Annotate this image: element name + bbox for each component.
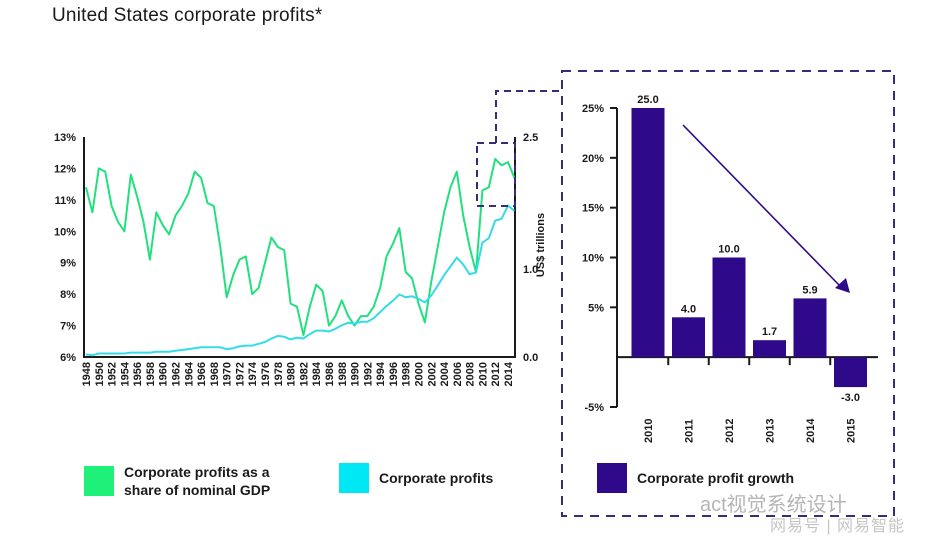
x-tick-label: 1994 (375, 361, 387, 386)
x-tick-label: 1958 (145, 362, 157, 386)
x-tick-label: 1966 (196, 362, 208, 386)
right-y-axis-title: US$ trillions (535, 213, 547, 277)
legend-swatch-growth (597, 463, 627, 493)
left-y-tick-label: 13% (54, 132, 76, 144)
series-line-gdp-share (85, 158, 516, 336)
x-tick-label: 1998 (401, 362, 413, 386)
watermark-subtext: 网易号 | 网易智能 (770, 518, 906, 535)
left-y-tick-label: 9% (60, 258, 76, 270)
x-tick-label: 1980 (286, 362, 298, 386)
bar-value-label: 4.0 (681, 303, 696, 315)
bar-2013 (753, 340, 786, 358)
x-tick-label: 2002 (426, 362, 438, 386)
x-tick-label: 2012 (490, 362, 502, 386)
legend-swatch-gdp-share (84, 466, 114, 496)
bar-y-tick-label: 20% (582, 153, 604, 165)
bar-value-label: -3.0 (841, 392, 860, 404)
bar-y-tick-label: -5% (584, 402, 604, 414)
right-y-tick-label: 0.0 (523, 352, 538, 364)
legend-item-profits: Corporate profits (339, 463, 493, 493)
legend-item-growth: Corporate profit growth (597, 463, 794, 493)
x-tick-label: 1992 (362, 362, 374, 386)
bar-2012 (712, 257, 746, 358)
left-y-tick-label: 7% (60, 321, 76, 333)
highlight-connector (495, 90, 562, 143)
left-y-tick-label: 10% (54, 226, 76, 238)
bar-category-label: 2011 (684, 419, 696, 443)
right-y-tick-label: 1.0 (523, 264, 538, 276)
x-tick-label: 1976 (260, 362, 272, 386)
x-tick-label: 1962 (171, 362, 183, 386)
trend-arrow-line (682, 124, 841, 287)
x-tick-label: 1974 (247, 361, 259, 386)
legend-swatch-profits (339, 463, 369, 493)
x-tick-label: 1970 (222, 362, 234, 386)
x-tick-label: 2010 (477, 362, 489, 386)
x-tick-label: 2008 (465, 362, 477, 386)
x-tick-label: 1978 (273, 362, 285, 386)
bar-value-label: 10.0 (718, 244, 739, 256)
left-y-tick-label: 11% (55, 195, 77, 207)
bar-2011 (672, 317, 705, 358)
bar-category-label: 2014 (805, 418, 817, 443)
bar-category-label: 2010 (643, 419, 655, 443)
left-y-tick-label: 12% (54, 163, 76, 175)
highlight-box-large (561, 70, 895, 517)
x-tick-label: 1964 (183, 361, 195, 386)
bar-value-label: 5.9 (802, 284, 817, 296)
bar-2010 (631, 108, 665, 358)
bar-value-label: 1.7 (762, 326, 777, 338)
x-tick-label: 1986 (324, 362, 336, 386)
bar-category-label: 2012 (724, 419, 736, 443)
series-line-profits (85, 204, 516, 357)
x-tick-label: 1968 (209, 362, 221, 386)
x-tick-label: 2014 (503, 361, 515, 386)
bar-2014 (793, 298, 827, 358)
left-y-tick-label: 6% (60, 352, 76, 364)
x-tick-label: 1984 (311, 361, 323, 386)
x-tick-label: 2006 (452, 362, 464, 386)
x-tick-label: 1996 (388, 362, 400, 386)
bar-value-label: 25.0 (637, 94, 658, 106)
x-tick-label: 2004 (439, 361, 451, 386)
x-tick-label: 1948 (81, 362, 93, 386)
bar-y-tick-label: 10% (582, 253, 604, 265)
x-tick-label: 2000 (413, 362, 425, 386)
legend-label-gdp-share-line2: share of nominal GDP (124, 482, 271, 498)
x-tick-label: 1952 (107, 362, 119, 386)
bar-category-label: 2015 (846, 419, 858, 443)
x-tick-label: 1988 (337, 362, 349, 386)
legend-label-growth: Corporate profit growth (637, 470, 795, 486)
x-tick-label: 1950 (94, 362, 106, 386)
bar-2015 (834, 357, 867, 388)
bar-y-tick-label: 5% (588, 302, 604, 314)
x-tick-label: 1972 (234, 362, 246, 386)
legend-label-profits: Corporate profits (379, 470, 494, 486)
x-tick-label: 1956 (132, 362, 144, 386)
x-tick-label: 1954 (119, 361, 131, 386)
legend-label-gdp-share: Corporate profits as a share of nominal … (124, 463, 270, 499)
bar-y-tick-label: 25% (582, 103, 604, 115)
x-tick-label: 1960 (158, 362, 170, 386)
x-tick-label: 1982 (298, 362, 310, 386)
left-y-tick-label: 8% (60, 289, 76, 301)
bar-category-label: 2013 (765, 419, 777, 443)
page-title: United States corporate profits* (52, 5, 323, 26)
legend-label-gdp-share-line1: Corporate profits as a (124, 464, 270, 480)
watermark-text: act视觉系统设计 (700, 494, 847, 516)
x-tick-label: 1990 (350, 362, 362, 386)
legend-item-gdp-share: Corporate profits as a share of nominal … (84, 463, 270, 499)
trend-arrow-head (835, 278, 850, 293)
right-y-tick-label: 2.5 (523, 132, 538, 144)
bar-y-tick-label: 15% (582, 203, 604, 215)
